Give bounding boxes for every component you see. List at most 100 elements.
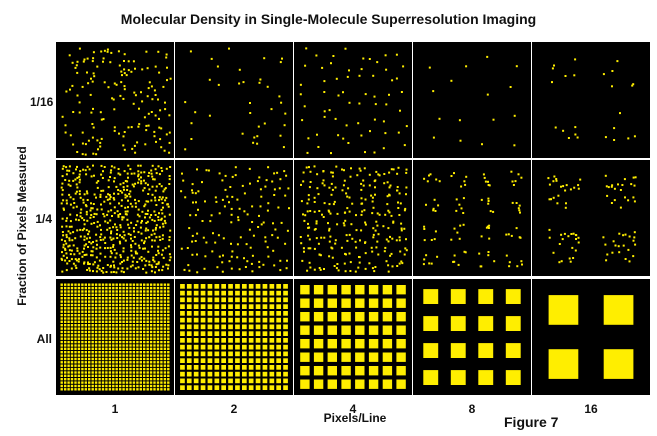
molecule-block [101, 381, 105, 384]
molecule-dot [99, 246, 102, 249]
molecule-dot [341, 189, 344, 192]
molecule-block [207, 324, 213, 330]
molecule-dot [363, 167, 366, 170]
molecule-block [101, 290, 105, 293]
image-panel-1-4-x8 [413, 160, 531, 276]
molecule-dot [372, 206, 375, 209]
molecule-dot [632, 239, 635, 242]
molecule-block [149, 330, 153, 334]
molecule-dot [85, 173, 88, 176]
molecule-dot [224, 174, 227, 177]
molecule-dot [107, 86, 110, 89]
molecule-dot [106, 50, 109, 53]
molecule-dot [398, 192, 401, 195]
molecule-dot [67, 230, 70, 233]
molecule-block [132, 330, 136, 334]
molecule-block [125, 297, 129, 300]
molecule-block [64, 374, 67, 377]
molecule-dot [102, 267, 105, 269]
molecule-block [112, 361, 115, 364]
molecule-block [81, 344, 84, 347]
molecule-dot [117, 168, 120, 170]
molecule-dot [313, 228, 316, 231]
molecule-block [98, 303, 101, 307]
molecule-dot [328, 227, 331, 230]
molecule-block [60, 320, 63, 323]
molecule-dot [72, 179, 75, 182]
molecule-block [122, 340, 125, 344]
molecule-block [94, 337, 98, 340]
row-label-1-16: 1/16 [30, 95, 54, 109]
molecule-block [67, 317, 70, 320]
molecule-block [221, 317, 226, 323]
molecule-dot [61, 258, 64, 261]
molecule-dot [405, 125, 408, 128]
molecule-dot [124, 196, 127, 199]
molecule-dot [388, 171, 391, 174]
molecule-dot [150, 172, 153, 175]
molecule-block [327, 379, 337, 389]
molecule-dot [75, 183, 78, 186]
molecule-dot [153, 89, 156, 92]
molecule-block [132, 337, 136, 340]
molecule-block [105, 330, 108, 334]
molecule-dot [209, 220, 212, 223]
molecule-dot [375, 220, 378, 223]
molecule-block [156, 320, 160, 323]
molecule-dot [121, 236, 124, 239]
molecule-block [129, 367, 132, 371]
molecule-dot [349, 261, 352, 264]
molecule-dot [306, 269, 309, 272]
molecule-block [450, 289, 466, 304]
molecule-dot [122, 135, 125, 138]
molecule-dot [121, 267, 124, 270]
molecule-dot [336, 223, 339, 226]
molecule-dot [169, 256, 172, 259]
molecule-block [88, 293, 91, 296]
molecule-block [98, 381, 101, 384]
molecule-block [382, 325, 393, 335]
molecule-dot [279, 178, 282, 181]
molecule-block [74, 320, 77, 323]
molecule-block [153, 364, 156, 367]
molecule-block [156, 357, 160, 361]
molecule-block [242, 358, 247, 363]
molecule-block [235, 331, 240, 336]
molecule-block [70, 320, 74, 323]
molecule-dot [154, 199, 157, 202]
molecule-dot [266, 209, 269, 212]
molecule-block [548, 349, 579, 379]
molecule-block [221, 290, 226, 296]
molecule-dot [81, 229, 84, 232]
molecule-block [160, 381, 163, 384]
molecule-block [248, 317, 254, 323]
molecule-block [163, 297, 167, 300]
molecule-dot [358, 74, 361, 77]
molecule-block [207, 284, 213, 289]
molecule-block [67, 320, 70, 323]
molecule-dot [127, 60, 130, 63]
molecule-dot [257, 125, 260, 128]
molecule-dot [301, 259, 304, 262]
molecule-dot [86, 192, 89, 195]
molecule-block [112, 364, 115, 367]
molecule-dot [103, 166, 106, 168]
molecule-block [88, 334, 91, 337]
molecule-dot [302, 180, 305, 183]
molecule-dot [121, 74, 123, 77]
molecule-dot [76, 247, 79, 250]
molecule-block [200, 371, 206, 377]
molecule-dot [350, 223, 353, 226]
molecule-block [132, 334, 136, 337]
molecule-dot [83, 254, 86, 256]
molecule-block [84, 378, 87, 381]
molecule-block [98, 384, 101, 388]
molecule-dot [145, 259, 148, 262]
molecule-dot [74, 192, 77, 195]
molecule-block [129, 378, 132, 381]
molecule-dot [521, 263, 523, 266]
molecule-block [163, 384, 167, 388]
molecule-dot [463, 250, 466, 253]
molecule-block [146, 293, 149, 296]
molecule-dot [155, 140, 157, 143]
